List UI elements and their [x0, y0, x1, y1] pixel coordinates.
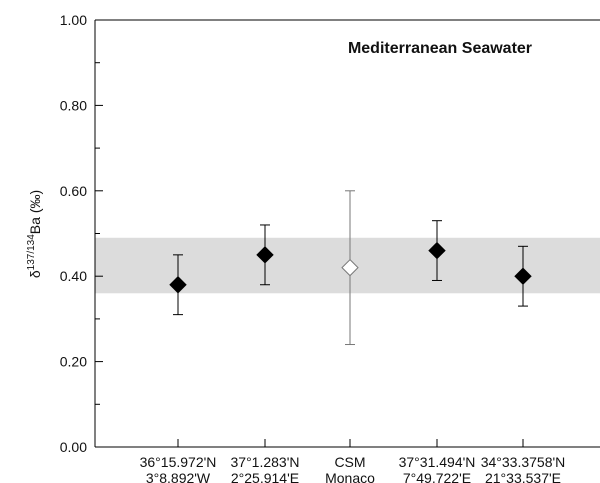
- x-tick-label-line: 21°33.537'E: [485, 470, 561, 483]
- x-tick-label-line: 7°49.722'E: [403, 470, 471, 483]
- x-tick-label-line: Monaco: [325, 470, 375, 483]
- y-tick-label: 1.00: [60, 12, 87, 28]
- x-tick-label-line: 2°25.914'E: [231, 470, 299, 483]
- x-tick-label-line: 37°1.283'N: [231, 454, 300, 470]
- annotation: Mediterranean Seawater: [348, 40, 532, 57]
- y-tick-label: 0.80: [60, 97, 87, 113]
- y-label-superscript: 137/134: [26, 234, 37, 271]
- x-tick-label: 34°33.3758'N 21°33.537'E: [481, 454, 566, 483]
- y-tick-label: 0.60: [60, 183, 87, 199]
- marker: [256, 246, 274, 264]
- y-label-prefix: δ: [27, 270, 43, 278]
- y-label-suffix: Ba (‰): [27, 190, 43, 234]
- marker: [514, 267, 532, 285]
- x-tick-label-line: 34°33.3758'N: [481, 454, 566, 470]
- y-tick-label: 0.40: [60, 268, 87, 284]
- marker: [341, 258, 359, 277]
- y-tick-label: 0.20: [60, 354, 87, 370]
- y-axis-label: δ137/134Ba (‰): [26, 190, 43, 278]
- x-tick-label-line: CSM: [334, 454, 365, 470]
- x-tick-label-line: 36°15.972'N: [140, 454, 217, 470]
- x-tick-label-line: 37°31.494'N: [399, 454, 476, 470]
- x-tick-label: CSM Monaco: [325, 454, 375, 483]
- x-tick-label-line: 3°8.892'W: [146, 470, 211, 483]
- marker: [169, 276, 187, 294]
- x-tick-label: 37°1.283'N 2°25.914'E: [231, 454, 300, 483]
- marker: [428, 241, 446, 260]
- x-tick-label: 37°31.494'N 7°49.722'E: [399, 454, 476, 483]
- y-tick-label: 0.00: [60, 439, 87, 455]
- x-tick-label: 36°15.972'N 3°8.892'W: [140, 454, 217, 483]
